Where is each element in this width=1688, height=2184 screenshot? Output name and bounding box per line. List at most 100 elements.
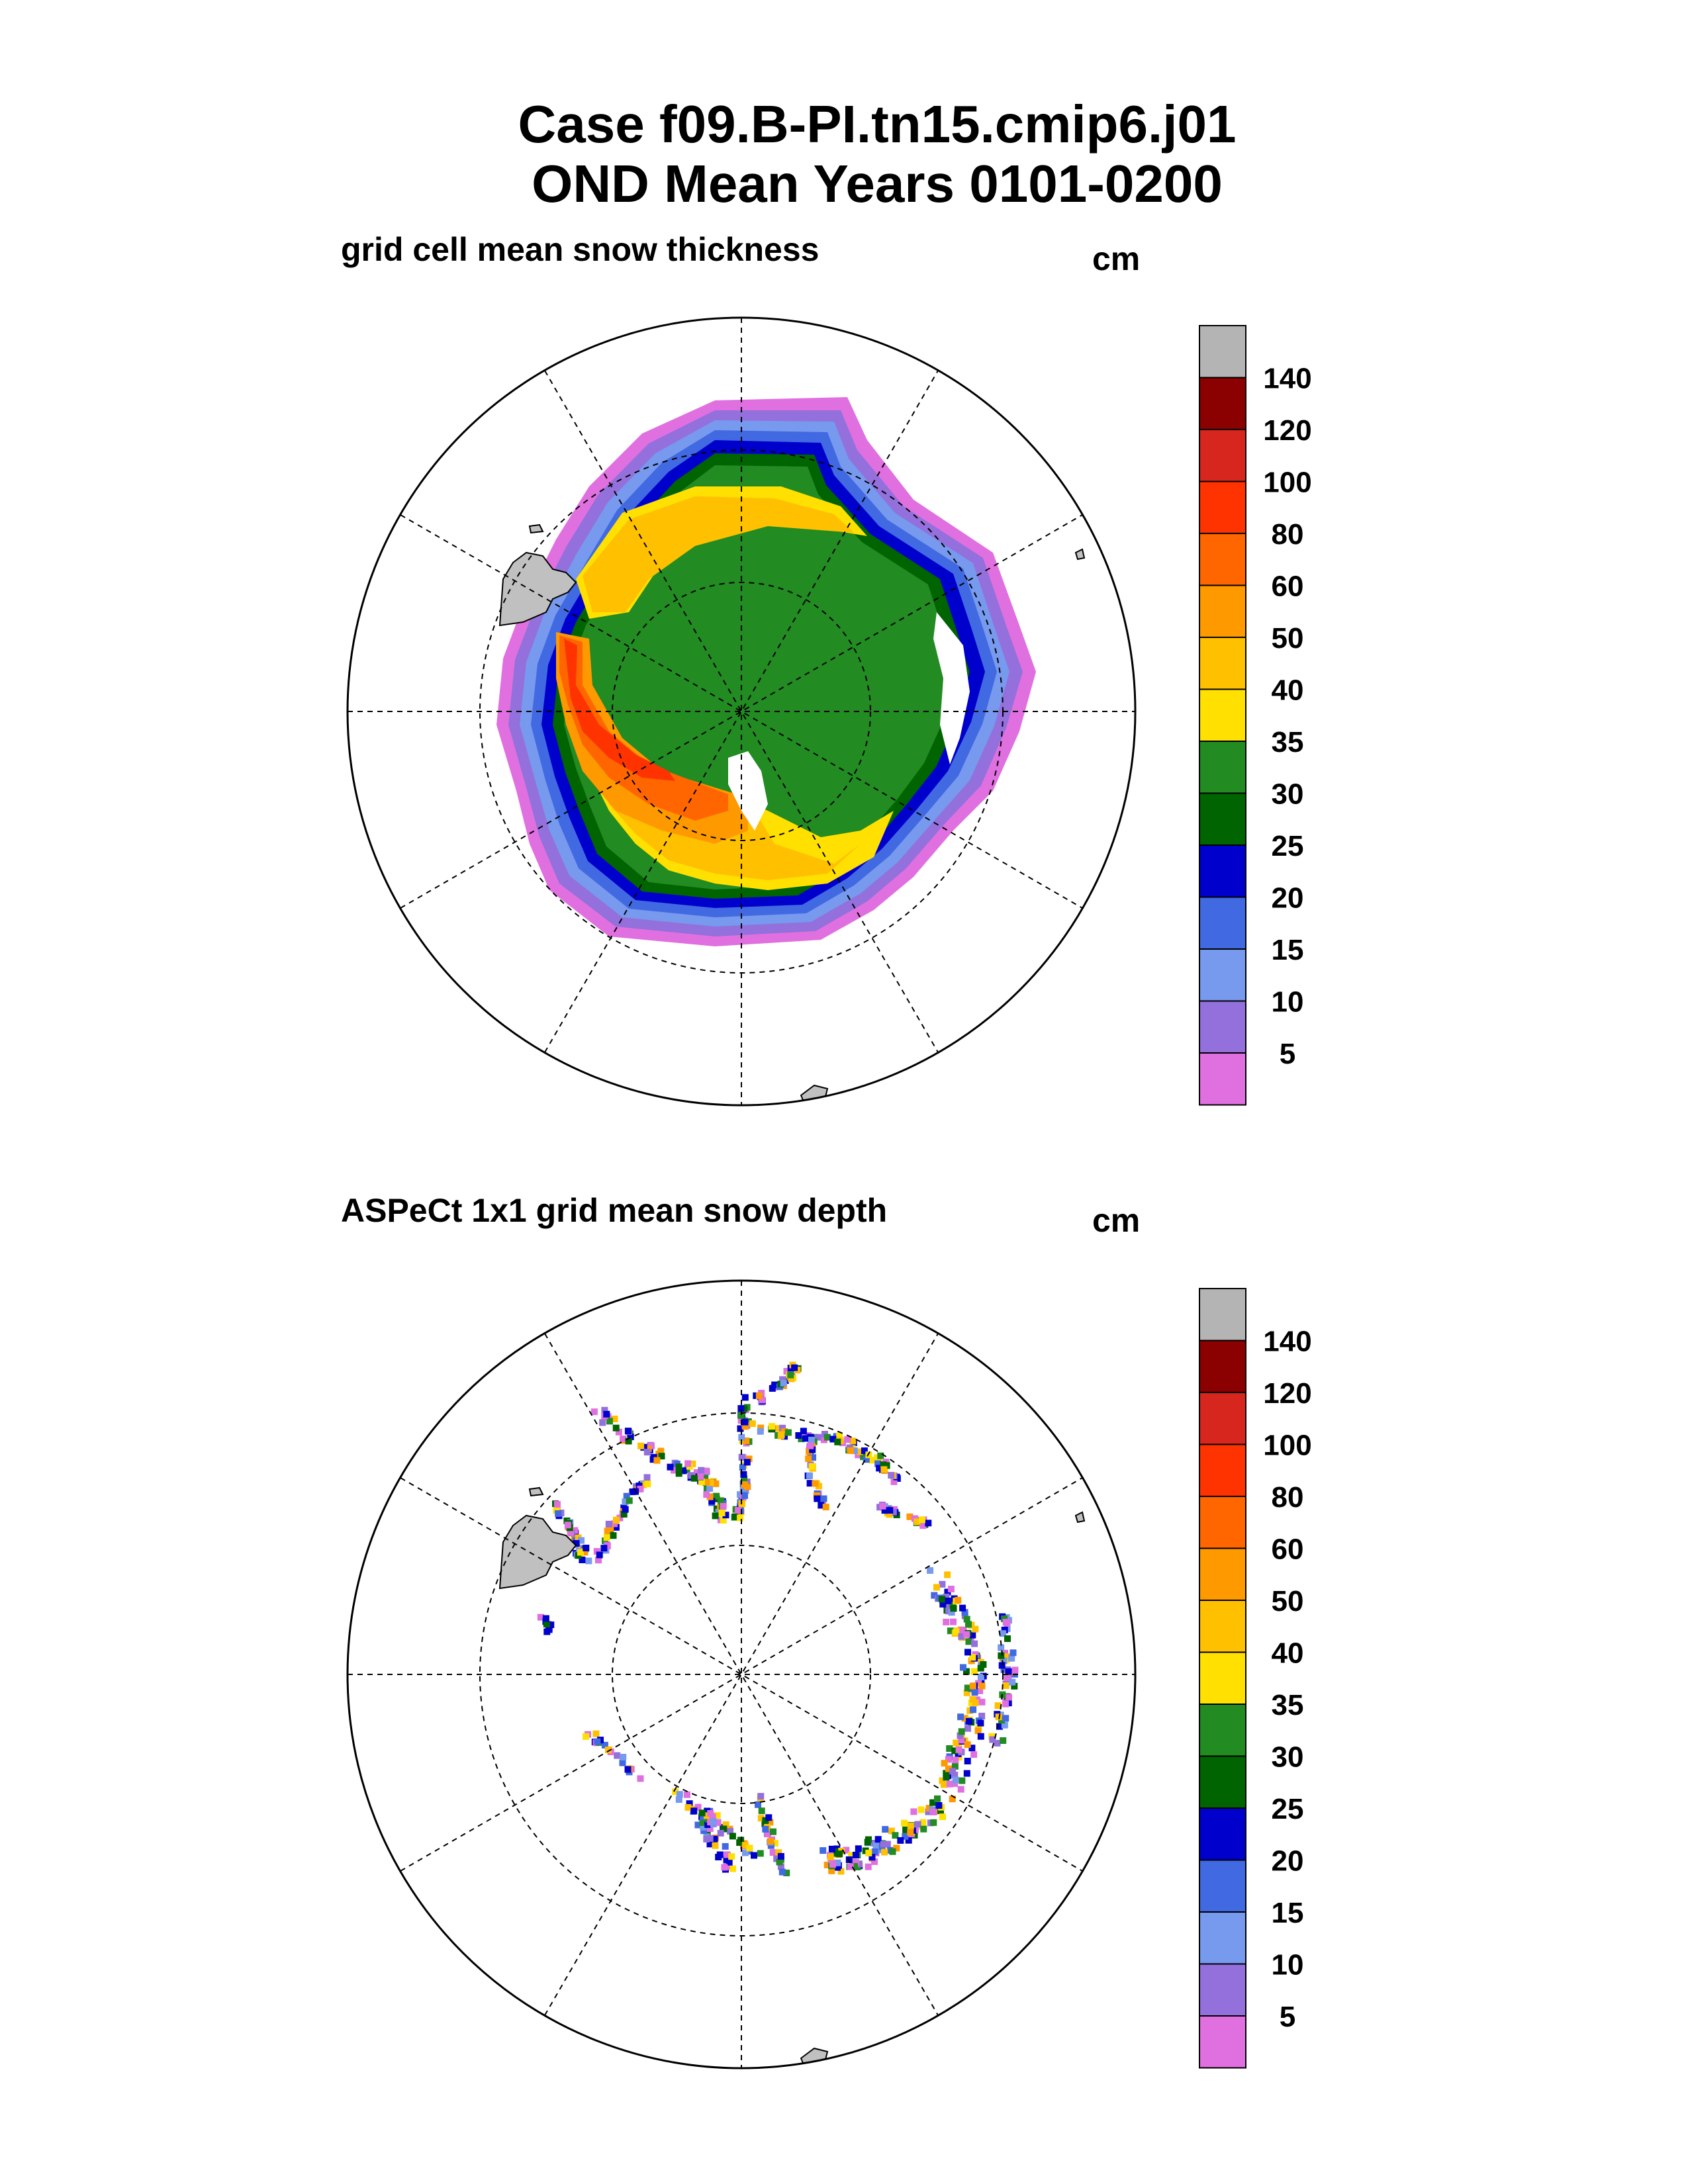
observation-cell <box>783 1870 790 1876</box>
observation-cell <box>902 1833 909 1840</box>
observation-cell <box>939 1596 946 1603</box>
observation-cell <box>977 1674 984 1680</box>
observation-cell <box>802 1435 809 1442</box>
observation-cell <box>769 1385 776 1392</box>
observation-cell <box>823 1862 831 1868</box>
observation-cell <box>745 1418 752 1425</box>
observation-cell <box>964 1725 971 1732</box>
observation-cell <box>737 1425 744 1432</box>
figure-title-line2: OND Mean Years 0101-0200 <box>532 154 1223 213</box>
observation-cell <box>706 1835 714 1842</box>
observation-cell <box>700 1827 708 1835</box>
observation-cell <box>577 1549 584 1556</box>
observation-cell <box>977 1733 984 1740</box>
observation-cell <box>837 1868 845 1875</box>
observation-cell <box>709 1813 716 1820</box>
observation-cell <box>919 1522 927 1529</box>
observation-cell <box>594 1738 601 1745</box>
observation-cell <box>686 1800 693 1807</box>
observation-cell <box>970 1706 977 1713</box>
observation-cell <box>806 1472 813 1479</box>
observation-cell <box>702 1467 710 1475</box>
observation-cell <box>963 1631 970 1638</box>
observation-cell <box>613 1516 620 1524</box>
observation-cell <box>939 1580 946 1588</box>
observation-cell <box>945 1765 952 1772</box>
observation-cell <box>829 1861 836 1868</box>
observation-cell <box>995 1713 1002 1721</box>
observation-cell <box>706 1493 714 1500</box>
observation-cell <box>1000 1630 1007 1637</box>
observation-cell <box>600 1545 608 1552</box>
observation-cell <box>711 1835 718 1843</box>
observation-cell <box>958 1633 965 1640</box>
observation-cell <box>706 1485 714 1492</box>
observation-cell <box>963 1615 970 1623</box>
observation-cell <box>868 1457 876 1464</box>
observation-cell <box>960 1664 966 1671</box>
observation-cell <box>720 1502 727 1510</box>
observation-cell <box>989 1736 996 1743</box>
observation-cell <box>968 1745 976 1752</box>
colorbar-swatch <box>1199 325 1246 379</box>
observation-cell <box>765 1814 773 1821</box>
observation-cell <box>847 1447 854 1454</box>
observation-cell <box>784 1429 792 1436</box>
observation-cell <box>929 1799 937 1806</box>
observation-cell <box>791 1364 798 1371</box>
observation-cell <box>612 1524 620 1531</box>
observation-cell <box>961 1715 968 1722</box>
observation-cell <box>888 1827 895 1835</box>
observation-cell <box>890 1508 897 1516</box>
observation-cell <box>769 1423 775 1430</box>
observation-cell <box>864 1839 871 1846</box>
observation-cell <box>907 1829 914 1836</box>
observation-cell <box>699 1819 706 1826</box>
observation-cell <box>1000 1657 1008 1664</box>
observation-cell <box>545 1626 553 1633</box>
observation-cell <box>764 1831 771 1838</box>
observation-cell <box>788 1375 795 1383</box>
observation-cell <box>939 1813 946 1821</box>
observation-cell <box>755 1801 761 1808</box>
observation-cell <box>943 1774 950 1781</box>
observation-cell <box>947 1627 954 1635</box>
observation-cell <box>978 1712 986 1719</box>
observation-cell <box>977 1719 984 1727</box>
observation-cell <box>890 1478 898 1485</box>
colorbar-tick-label: 120 <box>1263 414 1311 447</box>
observation-cell <box>963 1689 970 1696</box>
colorbar-swatch <box>1199 1496 1246 1549</box>
observation-cell <box>939 1777 946 1784</box>
observation-cell <box>892 1832 899 1839</box>
observation-cell <box>743 1459 751 1466</box>
observation-cell <box>742 1423 749 1430</box>
observation-cell <box>950 1618 957 1625</box>
observation-cell <box>886 1511 893 1518</box>
observation-cell <box>933 1584 940 1591</box>
observation-cell <box>934 1795 941 1802</box>
observation-cell <box>698 1479 705 1486</box>
observation-cell <box>775 1849 782 1856</box>
observation-cell <box>603 1534 610 1541</box>
observation-cell <box>736 1839 743 1846</box>
observation-cell <box>757 1850 764 1857</box>
observation-cell <box>907 1822 914 1829</box>
observation-cell <box>941 1781 947 1788</box>
observation-cell <box>808 1463 816 1470</box>
observation-cell <box>847 1863 854 1870</box>
observation-cell <box>812 1480 819 1487</box>
observation-cell <box>779 1424 786 1432</box>
colorbar-tick-label: 35 <box>1272 726 1304 758</box>
observation-cell <box>836 1432 843 1439</box>
observation-cell <box>814 1433 821 1441</box>
observation-cell <box>1005 1668 1012 1675</box>
observation-cell <box>698 1809 706 1817</box>
observation-cell <box>937 1807 944 1815</box>
observation-cell <box>930 1819 937 1826</box>
colorbar-swatch <box>1199 584 1246 638</box>
observation-cell <box>743 1437 750 1444</box>
observation-cell <box>920 1825 927 1833</box>
observation-cell <box>741 1418 749 1426</box>
colorbar-tick-label: 120 <box>1263 1377 1311 1410</box>
